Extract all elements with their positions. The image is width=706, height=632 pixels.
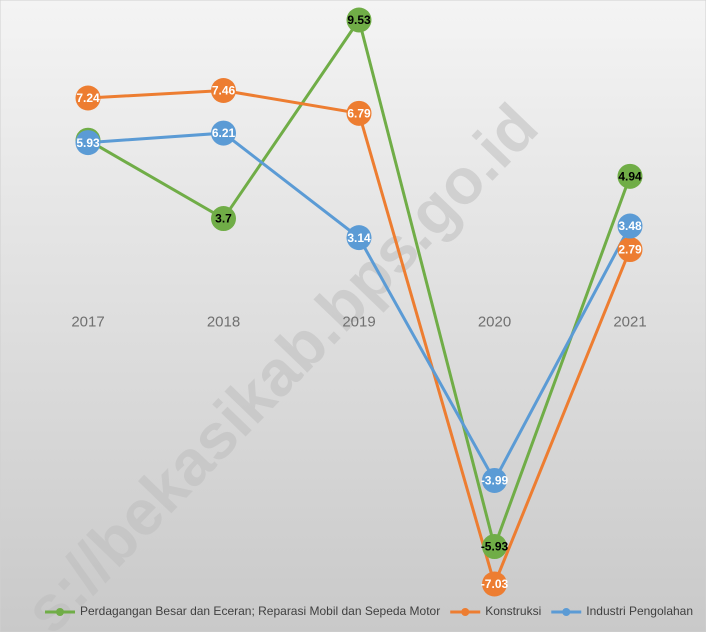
point (617, 213, 643, 239)
legend-label: Konstruksi (485, 604, 541, 618)
point (211, 206, 236, 232)
data-label: 2.79 (618, 243, 642, 257)
data-label: 9.53 (347, 13, 371, 27)
legend-label: Industri Pengolahan (586, 604, 693, 618)
legend-marker (56, 608, 64, 616)
point (617, 163, 643, 189)
point (211, 120, 236, 146)
legend-marker (461, 608, 470, 616)
point (346, 225, 372, 251)
x-tick-label: 2020 (478, 314, 511, 331)
point (346, 7, 372, 33)
data-label: -3.99 (481, 474, 509, 488)
x-tick-label: 2021 (613, 314, 646, 331)
data-label: 4.94 (618, 169, 642, 183)
data-label: 6.21 (212, 126, 236, 140)
x-tick-label: 2019 (342, 314, 375, 331)
data-label: 3.14 (347, 231, 371, 245)
legend-label: Perdagangan Besar dan Eceran; Reparasi M… (80, 604, 440, 618)
data-label: 3.48 (618, 219, 642, 233)
point (482, 571, 507, 597)
point (75, 130, 101, 156)
data-label: 6.79 (347, 106, 371, 120)
data-label: 7.24 (76, 91, 100, 105)
point (346, 100, 372, 126)
data-label: 5.93 (76, 136, 100, 150)
data-label: -5.93 (481, 540, 509, 554)
point (482, 467, 507, 493)
point (75, 85, 101, 111)
legend-marker (562, 608, 571, 616)
point (211, 78, 236, 103)
data-label: 7.46 (212, 84, 236, 98)
data-label: 3.7 (215, 212, 232, 226)
x-tick-label: 2017 (71, 314, 104, 331)
point (482, 534, 507, 560)
point (617, 237, 643, 263)
data-label: -7.03 (481, 577, 509, 591)
x-tick-label: 2018 (207, 314, 240, 331)
